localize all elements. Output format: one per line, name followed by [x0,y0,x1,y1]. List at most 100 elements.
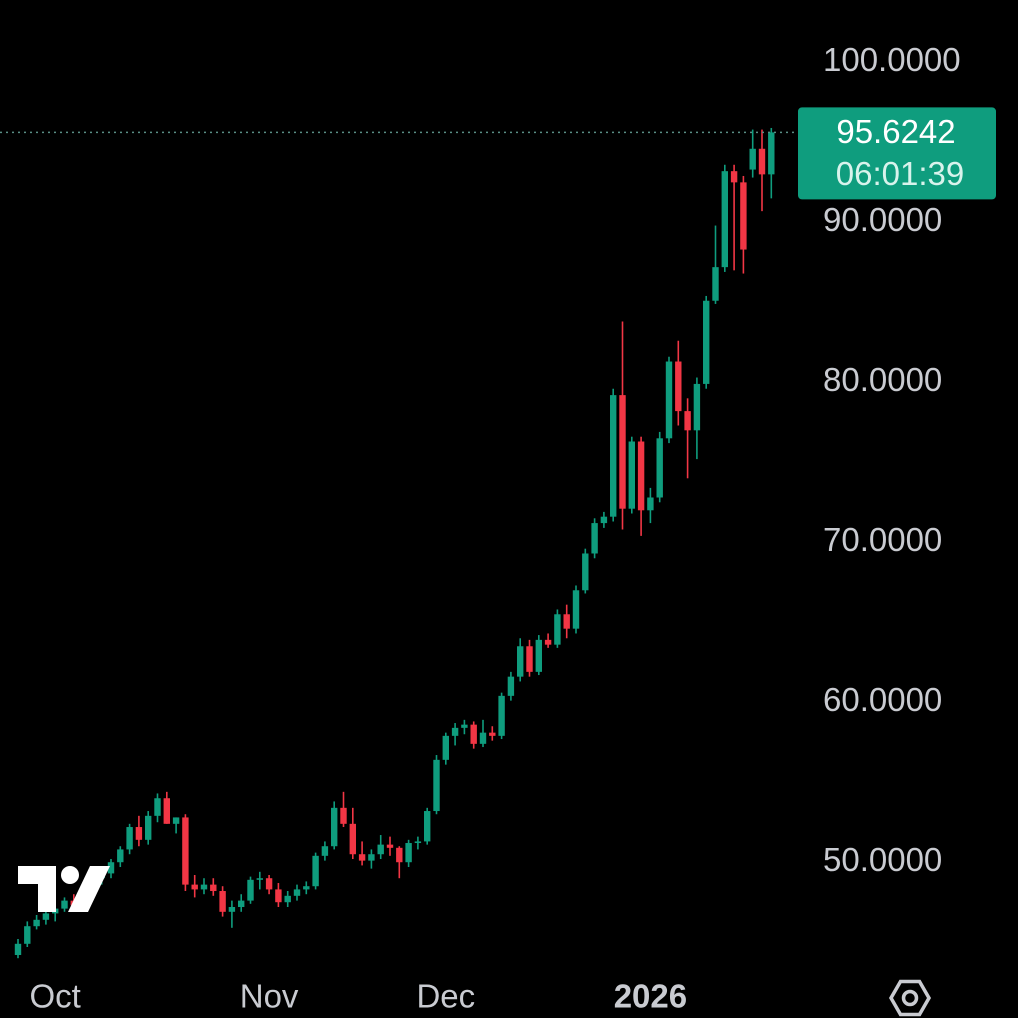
candle-body [312,855,319,887]
y-tick-label: 70.0000 [823,521,942,558]
candle-body [442,735,449,760]
candle-body [526,646,533,672]
y-tick-label: 80.0000 [823,361,942,398]
candle-body [628,441,635,509]
candle-body [321,846,329,856]
x-tick-label: Dec [416,978,475,1015]
y-tick-label: 100.0000 [823,41,961,78]
x-tick-label: 2026 [614,978,687,1015]
candle-body [656,438,663,498]
candle-body [424,811,431,842]
logo-part [18,866,56,912]
candle-body [758,148,766,175]
candle-body [554,614,561,645]
y-tick-label: 90.0000 [823,201,942,238]
candle-body [200,884,208,890]
candle-body [693,383,701,431]
candle-body [591,523,598,554]
candle-body [619,395,626,509]
candle-body [210,884,217,892]
candle-body [405,843,412,863]
candle-body [470,724,477,744]
candle-body [461,724,468,728]
settings-icon[interactable] [888,979,932,1017]
candle-body [228,907,236,912]
candle-body [396,847,403,863]
candle-body [498,695,505,736]
candle-body [14,943,22,955]
candle-body [749,148,756,170]
candle-body [172,817,180,824]
logo [18,866,110,912]
logo-part [61,866,79,884]
candle-body [163,798,170,824]
candle-body [582,553,589,591]
candle-body [684,411,691,431]
candle-body [712,267,719,301]
candle-body [293,889,301,896]
candle-body [154,798,161,816]
candle-body [349,823,356,855]
candle-body [358,854,366,861]
x-tick-label: Nov [240,978,299,1015]
candle-body [24,926,31,944]
candle-body [740,182,747,250]
candle-body [265,878,273,890]
y-tick-label: 60.0000 [823,681,942,718]
last-price-box [798,107,996,200]
candle-body [33,919,40,927]
candle-body [563,614,570,629]
candle-body [489,732,496,736]
candle-body [730,171,738,183]
candle-body [126,827,133,850]
settings-hex [888,979,932,1017]
candle-body [303,886,310,890]
candle-body [284,895,291,903]
x-tick-label: Oct [30,978,81,1015]
y-tick-label: 50.0000 [823,841,942,878]
candle-body [600,516,608,524]
candle-body [703,300,710,384]
candle-body [145,815,152,840]
candle-body [768,132,775,175]
last-price-label: 95.6242 [836,113,955,150]
candle-body [61,900,68,909]
candle-body [479,732,487,744]
candle-body [42,913,50,920]
logo-part [68,866,110,912]
candle-body [535,639,542,672]
candle-body [433,759,440,812]
countdown-label: 06:01:39 [836,155,964,192]
plot [14,127,775,959]
settings-dot [901,989,919,1007]
candle-body [182,817,189,885]
candle-body [517,646,524,677]
candle-body [544,639,552,645]
candle-body [219,891,226,912]
candle-body [451,727,459,736]
candle-body [414,841,422,844]
candle-body [637,441,645,511]
candle-body [340,807,347,824]
candle-body [107,862,115,874]
candle-body [368,854,375,861]
candle-body [647,497,654,511]
candle-body [675,361,682,412]
candle-body [117,849,124,863]
candle-body [275,889,282,903]
candle-body [135,827,143,840]
candle-body [238,900,245,908]
candle-body [610,395,617,517]
candle-body [386,844,394,848]
candle-body [507,676,515,696]
candle-body [256,878,263,880]
candle-body [331,807,338,847]
candle-body [377,844,384,855]
candle-body [247,879,254,901]
candle-body [721,171,728,268]
candle-body [665,361,673,439]
candle-body [191,884,198,890]
candle-body [572,590,580,629]
